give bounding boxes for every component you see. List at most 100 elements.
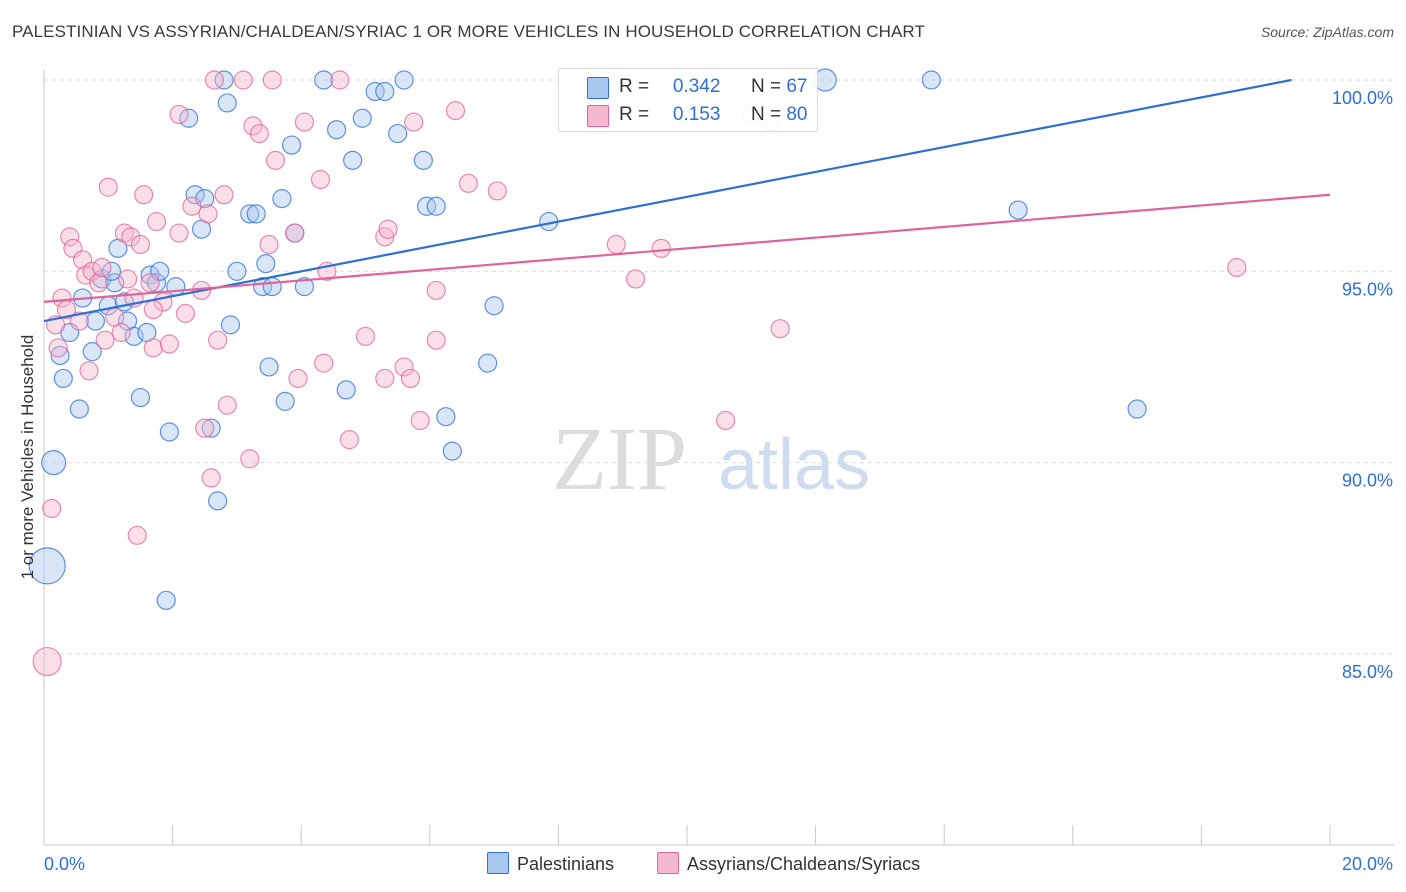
legend-row-palestinians: R = 0.342 N = 67 <box>619 76 807 98</box>
regression-lines <box>43 78 1331 323</box>
point-palestinians <box>272 189 292 209</box>
point-assyrians <box>625 269 646 289</box>
point-assyrians <box>265 150 286 170</box>
point-assyrians <box>285 223 305 243</box>
point-assyrians <box>146 211 167 232</box>
bottom-legend-swatch-assyrians <box>657 852 679 874</box>
point-assyrians <box>140 273 160 293</box>
point-assyrians <box>60 227 80 247</box>
point-assyrians <box>294 112 315 132</box>
point-palestinians <box>413 150 433 170</box>
y-axis-label: 1 or more Vehicles in Household <box>18 334 37 580</box>
watermark-atlas: atlas <box>718 425 870 505</box>
legend-n-label: N = <box>750 104 782 125</box>
bottom-legend-assyrians: Assyrians/Chaldeans/Syriacs <box>657 852 920 875</box>
point-assyrians <box>606 234 626 255</box>
point-palestinians <box>326 120 347 140</box>
point-assyrians <box>143 338 163 358</box>
point-assyrians <box>182 196 202 216</box>
x-tick-label-max: 20.0% <box>1342 854 1393 874</box>
point-palestinians <box>156 590 176 610</box>
point-assyrians <box>339 430 360 450</box>
point-assyrians <box>330 70 350 90</box>
point-assyrians <box>79 361 99 381</box>
point-palestinians <box>1008 200 1028 220</box>
point-palestinians <box>166 277 186 297</box>
point-assyrians <box>262 70 282 90</box>
point-assyrians <box>240 449 260 469</box>
y-tick-label: 95.0% <box>1342 279 1393 299</box>
point-assyrians <box>259 234 279 255</box>
legend-row-assyrians: R = 0.153 N = 80 <box>619 104 807 126</box>
point-palestinians <box>201 418 221 438</box>
point-palestinians <box>53 368 73 389</box>
point-palestinians <box>436 407 456 427</box>
point-assyrians <box>404 112 424 132</box>
point-assyrians <box>214 185 234 205</box>
point-palestinians <box>101 261 122 281</box>
point-palestinians <box>416 196 437 216</box>
point-palestinians <box>336 380 356 400</box>
point-assyrians <box>314 353 334 373</box>
point-palestinians <box>1127 399 1147 419</box>
point-palestinians <box>375 81 395 102</box>
legend-r-value-assyrians: 0.153 <box>672 104 721 125</box>
point-palestinians <box>294 277 315 297</box>
point-assyrians <box>355 326 376 346</box>
point-palestinians <box>185 185 205 205</box>
legend-swatch-assyrians <box>587 105 609 127</box>
point-assyrians <box>52 288 72 308</box>
point-assyrians <box>394 357 414 377</box>
legend-n-value-assyrians: 80 <box>786 104 808 125</box>
point-assyrians <box>208 330 228 350</box>
point-assyrians <box>426 330 446 350</box>
point-palestinians <box>275 391 295 411</box>
point-assyrians <box>198 204 218 224</box>
point-palestinians <box>28 547 66 585</box>
point-assyrians <box>770 319 790 339</box>
legend: R = 0.342 N = 67 R = 0.153 N = 80 <box>558 68 818 132</box>
point-palestinians <box>214 70 234 90</box>
point-assyrians <box>127 525 147 545</box>
point-palestinians <box>478 353 498 373</box>
bottom-legend-label-palestinians: Palestinians <box>517 854 615 874</box>
point-assyrians <box>410 410 430 431</box>
watermark: ZIP atlas <box>552 410 870 509</box>
legend-r-label: R = <box>619 76 650 97</box>
point-assyrians <box>426 280 446 301</box>
legend-swatch-palestinians <box>587 77 609 99</box>
watermark-zip: ZIP <box>552 410 687 509</box>
point-assyrians <box>92 257 112 278</box>
point-assyrians <box>48 338 68 358</box>
point-assyrians <box>288 368 308 389</box>
point-assyrians <box>32 646 62 677</box>
chart-title: PALESTINIAN VS ASSYRIAN/CHALDEAN/SYRIAC … <box>12 22 925 41</box>
point-palestinians <box>240 204 260 224</box>
point-assyrians <box>159 334 179 354</box>
point-assyrians <box>400 368 421 389</box>
legend-n-value-palestinians: 67 <box>786 76 808 97</box>
point-assyrians <box>89 273 109 293</box>
point-palestinians <box>343 150 363 170</box>
point-palestinians <box>921 70 941 90</box>
legend-n-label: N = <box>750 76 782 97</box>
point-assyrians <box>175 303 196 323</box>
legend-r-value-palestinians: 0.342 <box>672 76 721 97</box>
legend-r-label: R = <box>619 104 650 125</box>
y-tick-label: 85.0% <box>1342 662 1393 682</box>
point-palestinians <box>220 315 241 335</box>
bottom-legend-palestinians: Palestinians <box>487 852 614 875</box>
point-palestinians <box>256 254 276 274</box>
point-palestinians <box>262 277 282 297</box>
bottom-legend-swatch-palestinians <box>487 852 509 874</box>
point-assyrians <box>204 70 224 90</box>
point-assyrians <box>69 311 89 331</box>
point-assyrians <box>111 322 131 343</box>
point-assyrians <box>458 173 478 193</box>
y-tick-label: 90.0% <box>1342 471 1393 491</box>
point-assyrians <box>243 116 263 136</box>
point-palestinians <box>365 81 385 102</box>
series-palestinians-points <box>28 68 1147 610</box>
point-assyrians <box>249 123 270 144</box>
